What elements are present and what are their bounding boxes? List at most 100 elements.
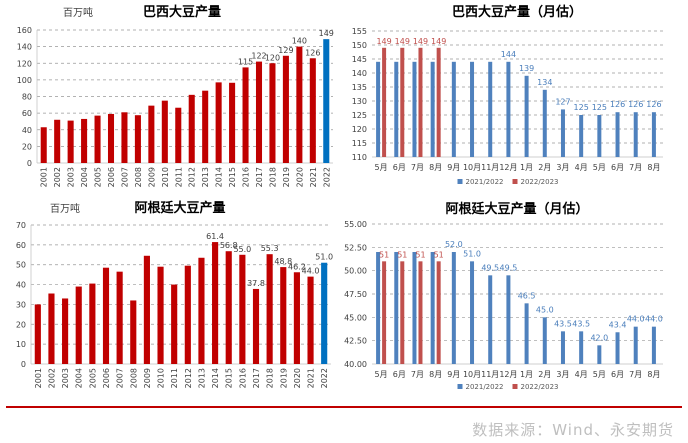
y-tick-label: 52.50	[344, 243, 367, 252]
y-tick-label: 0	[21, 360, 26, 369]
x-tick-label: 5月	[375, 163, 388, 172]
legend-label: 2021/2022	[466, 383, 504, 391]
bar	[54, 119, 61, 163]
data-label: 126	[610, 100, 625, 109]
data-label: 44.0	[645, 315, 663, 324]
x-tick-label: 2005	[94, 167, 103, 187]
legend-label: 2022/2023	[521, 178, 559, 186]
data-label: 115	[238, 57, 253, 66]
data-label: 149	[319, 29, 334, 38]
unit-label: 百万吨	[63, 6, 93, 19]
bar	[75, 286, 82, 364]
x-tick-label: 8月	[647, 370, 660, 379]
y-tick-label: 120	[17, 59, 32, 68]
x-tick-label: 4月	[575, 163, 588, 172]
data-label: 120	[265, 53, 280, 62]
bar	[323, 39, 330, 163]
bar	[282, 55, 289, 163]
bar-2021-2022	[451, 61, 456, 157]
bar	[252, 288, 260, 364]
bar	[212, 242, 219, 364]
legend-swatch	[457, 384, 463, 389]
x-tick-label: 2013	[201, 167, 210, 187]
y-tick-label: 0	[27, 159, 32, 168]
x-tick-label: 2017	[252, 368, 261, 388]
y-tick-label: 40	[16, 281, 26, 290]
y-tick-label: 60	[22, 109, 32, 118]
y-tick-label: 120	[352, 125, 367, 134]
data-label: 37.8	[247, 279, 265, 288]
bar	[296, 46, 303, 163]
bar	[321, 262, 328, 364]
data-label: 51	[397, 250, 407, 259]
data-label: 44.0	[627, 315, 645, 324]
bar-2021-2022	[488, 61, 493, 157]
bar	[242, 67, 249, 163]
x-tick-label: 11月	[481, 163, 499, 172]
x-tick-label: 2020	[293, 368, 302, 388]
bar	[171, 284, 178, 364]
x-tick-label: 2019	[279, 368, 288, 388]
data-label: 61.4	[206, 232, 224, 241]
y-tick-label: 50	[16, 261, 26, 270]
x-tick-label: 2004	[75, 368, 84, 388]
bar-2021-2022	[394, 61, 399, 157]
data-label: 149	[395, 37, 410, 46]
data-label: 126	[628, 100, 643, 109]
bar-2021-2022	[633, 326, 638, 364]
x-tick-label: 6月	[393, 370, 406, 379]
data-label: 127	[555, 97, 570, 106]
y-tick-label: 80	[22, 93, 32, 102]
bar-2021-2022	[597, 115, 602, 157]
data-label: 51	[434, 250, 444, 259]
legend-label: 2022/2023	[521, 383, 559, 391]
legend-label: 2021/2022	[466, 178, 504, 186]
y-tick-label: 115	[352, 139, 367, 148]
x-tick-label: 2月	[538, 370, 551, 379]
bar-2021-2022	[524, 303, 529, 364]
x-tick-label: 3月	[556, 370, 569, 379]
bar-2021-2022	[651, 112, 656, 157]
bar-2021-2022	[430, 252, 435, 364]
data-label: 126	[305, 48, 320, 57]
x-tick-label: 2003	[61, 368, 70, 388]
bar-2021-2022	[579, 115, 584, 157]
bar	[102, 267, 110, 364]
x-tick-label: 2021	[309, 167, 318, 187]
source-note: 数据来源：Wind、永安期货	[472, 421, 674, 439]
bar-2021-2022	[542, 89, 547, 157]
bar	[229, 82, 236, 163]
data-label: 51	[415, 250, 425, 259]
x-tick-label: 2004	[80, 167, 89, 187]
y-tick-label: 155	[352, 27, 367, 36]
bar	[215, 82, 222, 163]
x-tick-label: 2020	[295, 167, 304, 187]
bar	[116, 271, 123, 364]
y-tick-label: 100	[17, 76, 32, 85]
x-tick-label: 2015	[228, 167, 237, 187]
bar-2021-2022	[470, 61, 475, 157]
data-label: 126	[646, 100, 661, 109]
y-tick-label: 30	[16, 300, 26, 309]
bar-2022-2023	[418, 47, 423, 157]
x-tick-label: 1月	[520, 163, 533, 172]
x-tick-label: 2011	[174, 167, 183, 187]
bar-2021-2022	[615, 332, 620, 364]
data-label: 45.0	[536, 305, 554, 314]
x-tick-label: 2007	[116, 368, 125, 388]
data-label: 48.8	[274, 257, 292, 266]
data-label: 42.0	[590, 333, 608, 342]
data-label: 49.5	[481, 263, 499, 272]
x-tick-label: 2018	[266, 368, 275, 388]
bar	[121, 112, 128, 163]
bar-2022-2023	[382, 47, 387, 157]
bar	[307, 276, 314, 364]
data-label: 149	[376, 37, 391, 46]
data-label: 122	[251, 52, 266, 61]
data-label: 43.5	[554, 319, 572, 328]
bar-2021-2022	[651, 326, 656, 364]
bar	[202, 90, 209, 163]
data-label: 52.0	[445, 240, 463, 249]
y-tick-label: 60	[16, 241, 26, 250]
